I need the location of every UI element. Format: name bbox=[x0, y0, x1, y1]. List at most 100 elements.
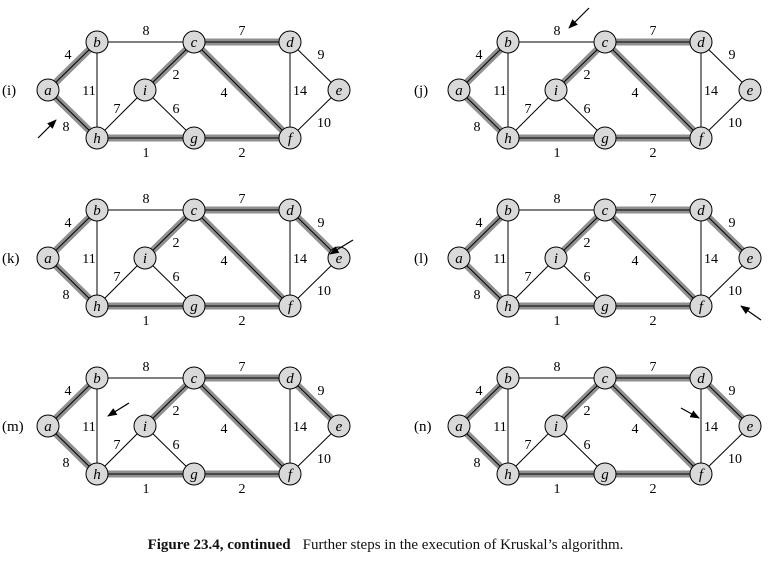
node-label-i: i bbox=[143, 419, 147, 435]
node-a bbox=[447, 246, 471, 270]
node-d bbox=[278, 366, 302, 390]
edge-weight-de: 9 bbox=[318, 384, 325, 399]
node-label-c: c bbox=[602, 203, 609, 219]
panel-label: (n) bbox=[414, 419, 432, 435]
edge-weight-ah: 8 bbox=[474, 288, 481, 303]
node-i bbox=[544, 78, 568, 102]
edge-weight-cf: 4 bbox=[221, 254, 228, 269]
node-f bbox=[278, 462, 302, 486]
edge-weight-bh: 11 bbox=[493, 420, 506, 435]
node-f bbox=[689, 462, 713, 486]
node-label-f: f bbox=[699, 299, 705, 315]
node-label-g: g bbox=[190, 131, 198, 147]
considered-edge-arrow-ah bbox=[37, 119, 57, 139]
node-label-e: e bbox=[747, 419, 754, 435]
panel-label: (j) bbox=[414, 83, 428, 99]
node-i bbox=[133, 246, 157, 270]
node-e bbox=[738, 246, 762, 270]
edge-weight-ab: 4 bbox=[65, 216, 72, 231]
node-label-c: c bbox=[191, 35, 198, 51]
edge-weight-ab: 4 bbox=[476, 216, 483, 231]
node-label-g: g bbox=[190, 467, 198, 483]
panel-j: (j) 4 8 8 11 7 2 4 9 14 10 7 6 1 2 a b c d e f g h i bbox=[414, 7, 762, 161]
panel-label: (m) bbox=[2, 419, 24, 435]
edge-weight-hi: 7 bbox=[525, 102, 532, 117]
node-label-h: h bbox=[93, 131, 101, 147]
node-label-c: c bbox=[191, 203, 198, 219]
node-label-e: e bbox=[336, 251, 343, 267]
caption-label: Figure 23.4, continued bbox=[147, 537, 291, 553]
edge-weight-cf: 4 bbox=[632, 86, 639, 101]
considered-edge-arrow-bh bbox=[107, 402, 130, 417]
edge-cf bbox=[604, 377, 702, 475]
edge-weight-hg: 1 bbox=[554, 146, 561, 161]
node-h bbox=[85, 462, 109, 486]
edge-weight-bc: 8 bbox=[554, 192, 561, 207]
edge-cf bbox=[193, 41, 291, 139]
considered-edge-arrow-bc bbox=[568, 7, 590, 29]
edge-weight-ci: 2 bbox=[173, 236, 180, 251]
node-a bbox=[447, 78, 471, 102]
edge-weight-bc: 8 bbox=[143, 360, 150, 375]
edge-weight-df: 14 bbox=[293, 252, 307, 267]
edge-weight-ig: 6 bbox=[173, 270, 180, 285]
edge-cf bbox=[193, 209, 291, 307]
edge-weight-ef: 10 bbox=[728, 116, 742, 131]
node-label-b: b bbox=[93, 371, 101, 387]
edge-weight-cf: 4 bbox=[221, 422, 228, 437]
edge-weight-ig: 6 bbox=[173, 438, 180, 453]
edge-weight-ab: 4 bbox=[65, 384, 72, 399]
edge-weight-bh: 11 bbox=[493, 84, 506, 99]
node-label-h: h bbox=[93, 299, 101, 315]
node-a bbox=[36, 414, 60, 438]
node-label-d: d bbox=[697, 35, 705, 51]
node-g bbox=[182, 294, 206, 318]
node-label-d: d bbox=[697, 371, 705, 387]
node-label-g: g bbox=[190, 299, 198, 315]
edge-weight-cf: 4 bbox=[221, 86, 228, 101]
node-g bbox=[182, 126, 206, 150]
edge-weight-ci: 2 bbox=[584, 68, 591, 83]
node-a bbox=[36, 78, 60, 102]
node-d bbox=[689, 30, 713, 54]
edge-weight-cd: 7 bbox=[239, 192, 246, 207]
edge-weight-bh: 11 bbox=[82, 84, 95, 99]
edge-weight-bc: 8 bbox=[143, 24, 150, 39]
edge-weight-ig: 6 bbox=[173, 102, 180, 117]
node-label-f: f bbox=[699, 467, 705, 483]
edge-weight-ab: 4 bbox=[65, 48, 72, 63]
edge-weight-ig: 6 bbox=[584, 438, 591, 453]
edge-weight-cf: 4 bbox=[632, 422, 639, 437]
node-g bbox=[593, 126, 617, 150]
node-label-a: a bbox=[455, 251, 463, 267]
node-label-h: h bbox=[93, 467, 101, 483]
node-label-g: g bbox=[601, 131, 609, 147]
node-d bbox=[278, 30, 302, 54]
node-label-i: i bbox=[143, 83, 147, 99]
node-c bbox=[593, 30, 617, 54]
edge-weight-bc: 8 bbox=[554, 24, 561, 39]
node-label-d: d bbox=[286, 35, 294, 51]
node-e bbox=[327, 414, 351, 438]
edge-weight-hi: 7 bbox=[114, 270, 121, 285]
edge-weight-ef: 10 bbox=[317, 116, 331, 131]
node-h bbox=[496, 126, 520, 150]
node-label-b: b bbox=[504, 371, 512, 387]
panel-label: (l) bbox=[414, 251, 428, 267]
node-c bbox=[182, 30, 206, 54]
node-b bbox=[85, 30, 109, 54]
node-label-i: i bbox=[143, 251, 147, 267]
node-label-d: d bbox=[286, 203, 294, 219]
node-label-e: e bbox=[336, 419, 343, 435]
edge-weight-ci: 2 bbox=[173, 404, 180, 419]
node-label-f: f bbox=[288, 299, 294, 315]
node-label-f: f bbox=[699, 131, 705, 147]
edge-weight-ah: 8 bbox=[63, 120, 70, 135]
node-label-h: h bbox=[504, 467, 512, 483]
node-label-i: i bbox=[554, 419, 558, 435]
panel-k: (k) 4 8 8 11 7 2 4 9 14 10 7 6 1 2 a b c d e f g h i bbox=[2, 192, 354, 329]
node-h bbox=[496, 294, 520, 318]
panel-m: (m) 4 8 8 11 7 2 4 9 14 10 7 6 1 2 a b c d e f g h i bbox=[2, 360, 351, 497]
figure-caption: Figure 23.4, continued Further steps in t… bbox=[0, 537, 771, 554]
